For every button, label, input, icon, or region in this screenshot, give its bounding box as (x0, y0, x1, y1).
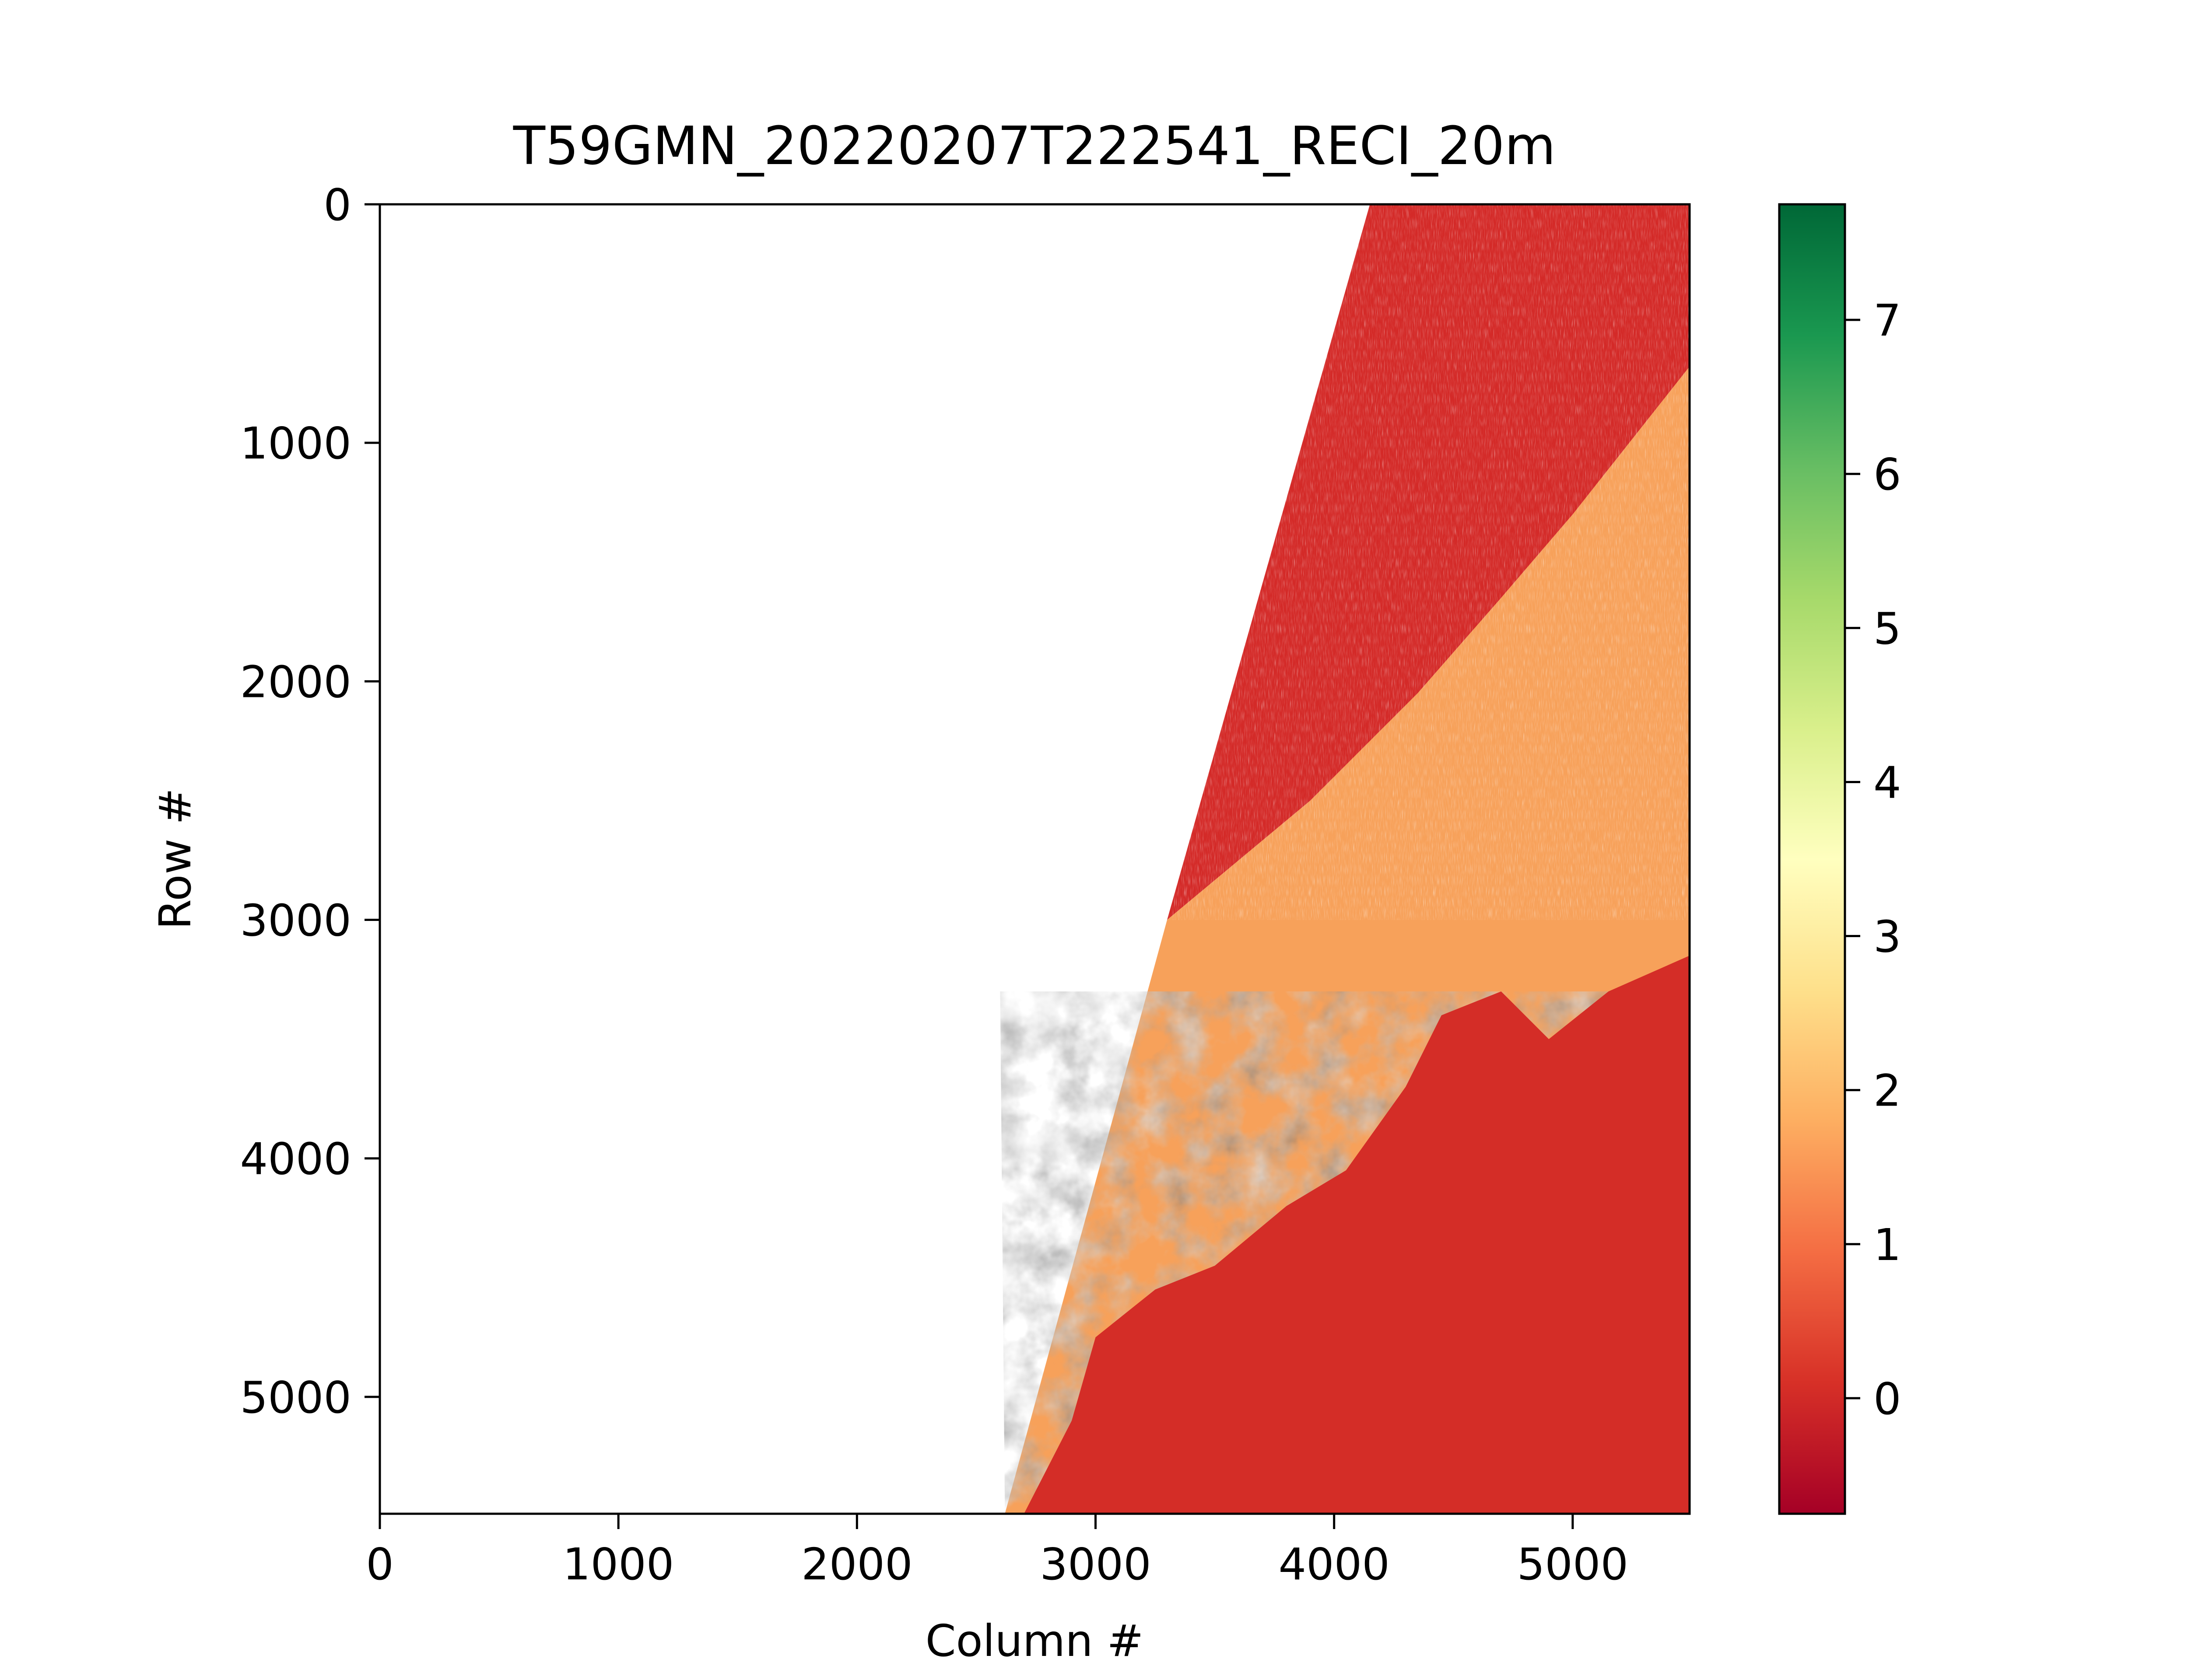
y-tick-label: 2000 (240, 656, 352, 707)
colorbar-tick-label: 5 (1873, 603, 1901, 654)
x-tick-label: 0 (366, 1539, 394, 1590)
x-tick-label: 4000 (1278, 1539, 1390, 1590)
y-tick-label: 4000 (240, 1134, 352, 1185)
colorbar-tick-label: 3 (1873, 911, 1901, 962)
colorbar-frame (1778, 203, 1846, 1515)
colorbar-tick-label: 0 (1873, 1373, 1901, 1424)
y-tick-label: 1000 (240, 418, 352, 469)
y-tick-label: 0 (323, 179, 351, 231)
x-tick-label: 5000 (1517, 1539, 1629, 1590)
colorbar-gradient (1779, 204, 1845, 1514)
x-tick-label: 2000 (801, 1539, 913, 1590)
colorbar-tick-label: 7 (1873, 295, 1901, 346)
water-speckle (1167, 204, 1690, 920)
plot-frame (379, 203, 1691, 1515)
lowland-region (1024, 956, 1690, 1514)
colorbar-tick-label: 6 (1873, 449, 1901, 500)
chart-title: T59GMN_20220207T222541_RECI_20m (513, 116, 1556, 177)
x-tick-label: 1000 (563, 1539, 674, 1590)
colorbar-tick-label: 1 (1873, 1219, 1901, 1270)
y-axis-label: Row # (150, 788, 201, 930)
x-tick-label: 3000 (1040, 1539, 1151, 1590)
colorbar: 0 1 2 3 4 5 6 7 (1778, 203, 1901, 1515)
colorbar-tick-label: 4 (1873, 757, 1901, 808)
raster-image (1000, 204, 1690, 1514)
x-axis: 0 1000 2000 3000 4000 5000 (366, 1514, 1628, 1590)
y-tick-label: 3000 (240, 895, 352, 946)
y-tick-label: 5000 (240, 1372, 352, 1423)
colorbar-tick-label: 2 (1873, 1065, 1901, 1116)
colorbar-ticks: 0 1 2 3 4 5 6 7 (1845, 295, 1901, 1424)
x-axis-label: Column # (926, 1615, 1144, 1666)
y-axis: 0 1000 2000 3000 4000 5000 (240, 179, 380, 1423)
plot-area (379, 203, 1691, 1515)
